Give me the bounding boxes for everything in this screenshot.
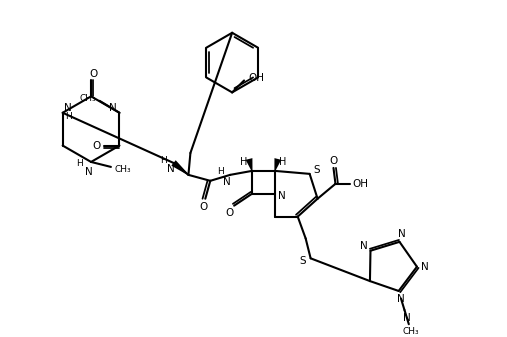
Text: O: O: [92, 141, 101, 151]
Text: N: N: [398, 229, 406, 239]
Polygon shape: [274, 158, 281, 171]
Text: O: O: [225, 208, 233, 218]
Text: N: N: [167, 164, 174, 174]
Text: S: S: [299, 256, 306, 266]
Text: N: N: [64, 103, 71, 113]
Text: N: N: [85, 167, 93, 177]
Text: N: N: [278, 191, 285, 201]
Text: O: O: [330, 156, 338, 166]
Text: H: H: [160, 156, 167, 165]
Text: H: H: [76, 159, 83, 168]
Text: S: S: [313, 165, 320, 175]
Text: OH: OH: [248, 73, 264, 84]
Text: CH₃: CH₃: [115, 165, 131, 174]
Text: N: N: [397, 294, 405, 304]
Text: CH₃: CH₃: [403, 327, 419, 336]
Text: N: N: [421, 262, 429, 272]
Text: OH: OH: [352, 179, 368, 189]
Text: O: O: [199, 202, 207, 212]
Polygon shape: [171, 160, 189, 175]
Text: O: O: [89, 68, 97, 79]
Text: H: H: [240, 157, 248, 167]
Text: N: N: [360, 241, 368, 251]
Text: N: N: [403, 313, 411, 323]
Text: H: H: [217, 167, 224, 176]
Text: N: N: [223, 177, 231, 187]
Polygon shape: [246, 158, 252, 171]
Text: H: H: [65, 112, 72, 121]
Text: N: N: [108, 103, 117, 113]
Text: H: H: [279, 157, 286, 167]
Text: CH₃: CH₃: [79, 94, 96, 103]
